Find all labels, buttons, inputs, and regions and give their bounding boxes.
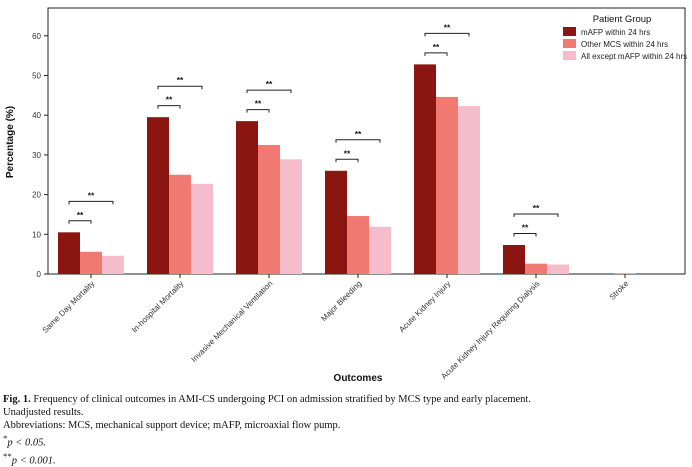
significance-label: ** <box>88 190 95 200</box>
significance-bracket <box>336 159 358 162</box>
legend-label: Other MCS within 24 hrs <box>581 40 668 49</box>
x-tick-label: Same Day Mortality <box>41 279 97 335</box>
significance-brackets: ** ** ** ** ** ** ** ** ** ** ** ** <box>69 22 558 236</box>
x-tick-label: Acute Kidney Injury <box>397 279 452 334</box>
p2-symbol: ** <box>3 451 12 461</box>
significance-label: ** <box>177 75 184 85</box>
bar <box>458 106 480 274</box>
bar <box>503 245 525 274</box>
significance-label: ** <box>355 129 362 139</box>
y-tick-label: 50 <box>32 71 41 80</box>
significance-bracket <box>69 221 91 224</box>
bar <box>369 227 391 274</box>
bar <box>414 64 436 274</box>
caption-title: Frequency of clinical outcomes in AMI-CS… <box>33 394 531 405</box>
bar <box>147 117 169 274</box>
significance-label: ** <box>433 42 440 52</box>
bar <box>347 216 369 274</box>
x-tick-label: Major Bleeding <box>319 279 363 323</box>
significance-bracket <box>247 110 269 113</box>
significance-label: ** <box>166 95 173 105</box>
bar <box>169 175 191 274</box>
figure-label: Fig. 1. <box>3 394 31 405</box>
y-tick-label: 10 <box>32 230 41 239</box>
bar <box>102 256 124 274</box>
significance-label: ** <box>266 79 273 89</box>
significance-label: ** <box>444 22 451 32</box>
bar <box>436 97 458 274</box>
bars <box>58 64 636 274</box>
p2-text: p < 0.001. <box>12 455 56 466</box>
bar <box>325 171 347 274</box>
x-tick-label: In-hospital Mortality <box>130 279 185 334</box>
legend-label: mAFP within 24 hrs <box>581 28 650 37</box>
significance-label: ** <box>344 148 351 158</box>
bar <box>280 159 302 274</box>
x-tick-label: Acute Kidney Injury Requiring Dialysis <box>439 279 541 381</box>
legend: Patient Group mAFP within 24 hrs Other MC… <box>563 14 687 61</box>
x-tick-label: Stroke <box>608 279 631 302</box>
significance-bracket <box>158 106 180 109</box>
p1-text: p < 0.05. <box>7 438 46 449</box>
y-axis: 0 10 20 30 40 50 60 <box>32 32 48 279</box>
legend-swatch <box>563 27 576 36</box>
bar <box>525 264 547 274</box>
significance-bracket <box>425 53 447 56</box>
x-tick-label: Invasive Mechanical Ventilation <box>189 279 274 364</box>
bar <box>80 252 102 274</box>
significance-bracket <box>514 214 558 217</box>
caption-p1: *p < 0.05. <box>3 432 689 450</box>
legend-swatch <box>563 51 576 60</box>
y-tick-label: 30 <box>32 151 41 160</box>
significance-bracket <box>247 90 291 93</box>
bar-chart: 0 10 20 30 40 50 60 ** ** ** ** ** ** ** ** ** ** ** ** S… <box>0 0 692 392</box>
caption-abbreviations: Abbreviations: MCS, mechanical support d… <box>3 419 689 432</box>
bar <box>258 145 280 274</box>
x-axis-title: Outcomes <box>334 373 383 384</box>
legend-swatch <box>563 39 576 48</box>
y-tick-label: 20 <box>32 191 41 200</box>
legend-title: Patient Group <box>593 14 652 25</box>
significance-bracket <box>514 234 536 237</box>
y-tick-label: 40 <box>32 111 41 120</box>
y-axis-title: Percentage (%) <box>5 106 16 178</box>
y-tick-label: 60 <box>32 32 41 41</box>
figure-caption: Fig. 1. Frequency of clinical outcomes i… <box>3 393 689 467</box>
significance-label: ** <box>255 99 262 109</box>
significance-bracket <box>158 86 202 89</box>
bar <box>236 121 258 274</box>
bar <box>191 184 213 274</box>
bar <box>547 264 569 274</box>
caption-p2: **p < 0.001. <box>3 450 689 467</box>
significance-label: ** <box>77 210 84 220</box>
legend-label: All except mAFP within 24 hrs <box>581 52 687 61</box>
bar <box>58 232 80 274</box>
caption-note: Unadjusted results. <box>3 406 689 419</box>
significance-bracket <box>336 140 380 143</box>
significance-label: ** <box>533 203 540 213</box>
y-tick-label: 0 <box>37 270 42 279</box>
significance-label: ** <box>522 223 529 233</box>
significance-bracket <box>425 33 469 36</box>
significance-bracket <box>69 201 113 204</box>
